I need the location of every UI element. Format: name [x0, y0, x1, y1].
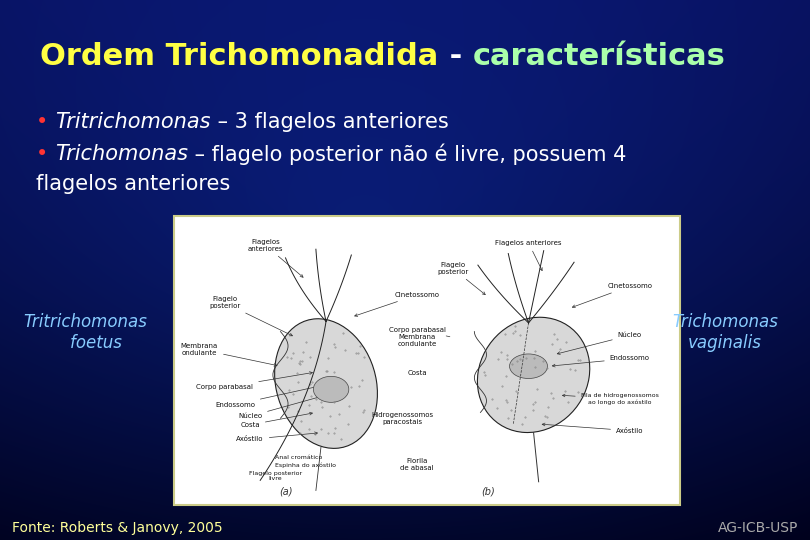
Text: Cinetossomo: Cinetossomo	[573, 283, 652, 308]
Text: Membrana
ondulante: Membrana ondulante	[181, 343, 277, 366]
Text: Corpo parabasal: Corpo parabasal	[389, 327, 450, 337]
Text: Hidrogenossomos
paracostais: Hidrogenossomos paracostais	[371, 412, 433, 425]
Text: AG-ICB-USP: AG-ICB-USP	[718, 521, 798, 535]
Text: Trichomonas
vaginalis: Trichomonas vaginalis	[672, 313, 778, 352]
Text: Flagelo
posterior: Flagelo posterior	[437, 262, 485, 295]
FancyBboxPatch shape	[174, 216, 680, 505]
Text: características: características	[472, 42, 726, 71]
Text: Tritrichomonas: Tritrichomonas	[55, 111, 211, 132]
Text: – flagelo posterior não é livre, possuem 4: – flagelo posterior não é livre, possuem…	[188, 143, 627, 165]
Text: Costa: Costa	[241, 412, 313, 428]
Text: •: •	[36, 111, 55, 132]
Text: Tritrichomonas
    foetus: Tritrichomonas foetus	[23, 313, 147, 352]
Ellipse shape	[509, 354, 548, 379]
Text: Trichomonas: Trichomonas	[55, 144, 188, 164]
Text: – 3 flagelos anteriores: – 3 flagelos anteriores	[211, 111, 449, 132]
Text: Núcleo: Núcleo	[557, 332, 642, 354]
Text: flagelos anteriores: flagelos anteriores	[36, 173, 231, 194]
Text: Axóstilo: Axóstilo	[542, 423, 643, 434]
Text: Espinha do axóstilo: Espinha do axóstilo	[275, 463, 336, 468]
Text: •: •	[36, 144, 55, 164]
Text: Flagelos
anteriores: Flagelos anteriores	[248, 239, 303, 277]
Text: -: -	[439, 42, 472, 71]
Text: Endossomo: Endossomo	[215, 383, 327, 408]
Text: Fonte: Roberts & Janovy, 2005: Fonte: Roberts & Janovy, 2005	[12, 521, 223, 535]
Text: Núcleo: Núcleo	[238, 395, 322, 419]
Text: Membrana
condulante: Membrana condulante	[398, 334, 437, 347]
Text: Flagelo posterior
livre: Flagelo posterior livre	[249, 470, 302, 481]
Text: Axóstilo: Axóstilo	[237, 432, 318, 442]
Ellipse shape	[275, 319, 377, 448]
Text: (a): (a)	[279, 487, 292, 497]
Text: Florila
de abasal: Florila de abasal	[400, 458, 434, 471]
Text: Fila de hidrogenossomos
ao longo do axóstilo: Fila de hidrogenossomos ao longo do axós…	[562, 393, 659, 405]
Ellipse shape	[313, 376, 349, 402]
Text: (b): (b)	[481, 487, 495, 497]
Text: Cinetossomo: Cinetossomo	[355, 292, 440, 316]
Text: Flagelo
posterior: Flagelo posterior	[209, 296, 292, 336]
Text: Anal cromático: Anal cromático	[275, 455, 322, 460]
Text: Costa: Costa	[407, 370, 427, 376]
Text: Flagelos anteriores: Flagelos anteriores	[495, 240, 562, 271]
Text: Corpo parabasal: Corpo parabasal	[196, 372, 313, 390]
Text: Ordem Trichomonadida: Ordem Trichomonadida	[40, 42, 439, 71]
Ellipse shape	[477, 318, 590, 433]
Text: Endossomo: Endossomo	[552, 355, 650, 367]
